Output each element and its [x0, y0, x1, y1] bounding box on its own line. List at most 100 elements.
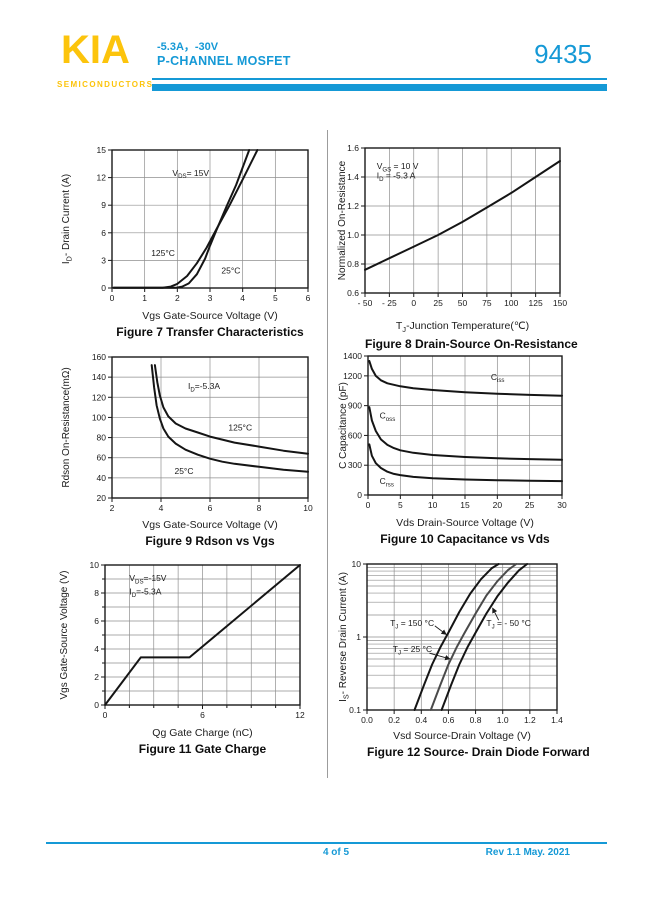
- svg-text:300: 300: [348, 460, 362, 470]
- svg-text:ID = -5.3 A: ID = -5.3 A: [377, 170, 416, 182]
- svg-text:VDS= 15V: VDS= 15V: [172, 168, 209, 180]
- figure-11-gate-charge: 0 6 12 0 2 4 6 8 10 VDS=-15V ID=-5.3A Vgs Gate-Sour…: [55, 558, 315, 756]
- svg-text:80: 80: [97, 433, 107, 443]
- svg-text:125: 125: [529, 298, 543, 308]
- svg-text:VGS = 10 V: VGS = 10 V: [377, 161, 419, 173]
- svg-text:Rdson On-Resistance(mΩ): Rdson On-Resistance(mΩ): [61, 367, 72, 487]
- kia-logo: KIA: [61, 28, 130, 72]
- svg-text:6: 6: [101, 228, 106, 238]
- svg-text:5: 5: [398, 500, 403, 510]
- svg-text:9: 9: [101, 200, 106, 210]
- svg-text:25°C: 25°C: [221, 266, 240, 276]
- svg-text:20: 20: [97, 493, 107, 503]
- svg-text:0: 0: [101, 283, 106, 293]
- svg-text:0.6: 0.6: [443, 715, 455, 725]
- svg-text:10: 10: [90, 560, 100, 570]
- svg-text:ID=-5.3A: ID=-5.3A: [188, 381, 220, 393]
- svg-text:1.2: 1.2: [347, 201, 359, 211]
- svg-text:30: 30: [557, 500, 567, 510]
- figure-12-diode-forward: 0.0 0.2 0.4 0.6 0.8 1.0 1.2 1.4 0.1 1 10 TJ = 150 °…: [335, 558, 590, 759]
- svg-text:25: 25: [525, 500, 535, 510]
- svg-text:1.2: 1.2: [524, 715, 536, 725]
- svg-text:2: 2: [110, 503, 115, 513]
- footer-rule: [46, 842, 607, 844]
- svg-text:1.4: 1.4: [551, 715, 563, 725]
- svg-text:40: 40: [97, 473, 107, 483]
- svg-text:1400: 1400: [343, 351, 362, 361]
- svg-text:1.6: 1.6: [347, 143, 359, 153]
- svg-text:1: 1: [356, 632, 361, 642]
- svg-text:15: 15: [460, 500, 470, 510]
- part-number: 9435: [534, 39, 592, 69]
- footer-page-number: 4 of 5: [322, 847, 350, 858]
- fig10-x-axis-label: Vds Drain-Source Voltage (V): [396, 517, 534, 529]
- svg-text:10: 10: [352, 559, 362, 569]
- svg-text:IS- Reverse Drain Current (A): IS- Reverse Drain Current (A): [338, 572, 350, 702]
- header-rule-thick: [152, 84, 607, 91]
- svg-text:15: 15: [97, 145, 107, 155]
- svg-text:0.1: 0.1: [349, 705, 361, 715]
- svg-text:Crss: Crss: [380, 476, 394, 488]
- svg-text:1.0: 1.0: [347, 230, 359, 240]
- svg-text:100: 100: [504, 298, 518, 308]
- svg-text:TJ = - 50 °C: TJ = - 50 °C: [486, 618, 531, 630]
- svg-text:6: 6: [208, 503, 213, 513]
- fig10-plot: 0 5 10 15 20 25 30030060090012001400CissCossCr…: [338, 351, 567, 510]
- svg-text:1200: 1200: [343, 371, 362, 381]
- fig11-x-axis-label: Qg Gate Charge (nC): [152, 727, 253, 739]
- svg-text:1: 1: [142, 293, 147, 303]
- svg-text:6: 6: [94, 616, 99, 626]
- svg-text:- 50: - 50: [358, 298, 373, 308]
- svg-text:6: 6: [306, 293, 311, 303]
- svg-text:10: 10: [428, 500, 438, 510]
- svg-text:Normalized On-Resistance: Normalized On-Resistance: [337, 160, 348, 280]
- fig11-caption: Figure 11 Gate Charge: [138, 742, 267, 756]
- svg-text:C Capacitance (pF): C Capacitance (pF): [338, 382, 349, 469]
- fig9-plot: 2 4 6 8 10 20 40 60 80 100 120 140 160 ID=-5.3A 125°C 2…: [61, 352, 313, 513]
- fig12-x-axis-label: Vsd Source-Drain Voltage (V): [393, 730, 531, 742]
- header-device-type: P-CHANNEL MOSFET: [157, 54, 291, 68]
- svg-text:2: 2: [175, 293, 180, 303]
- svg-text:120: 120: [92, 392, 106, 402]
- fig12-caption: Figure 12 Source- Drain Diode Forward: [367, 745, 590, 759]
- svg-text:25: 25: [433, 298, 443, 308]
- svg-text:0.2: 0.2: [388, 715, 400, 725]
- svg-text:0.8: 0.8: [347, 259, 359, 269]
- svg-text:8: 8: [257, 503, 262, 513]
- fig10-caption: Figure 10 Capacitance vs Vds: [380, 532, 550, 546]
- fig12-plot: 0.0 0.2 0.4 0.6 0.8 1.0 1.2 1.4 0.1 1 10 TJ = 150 °…: [338, 559, 563, 725]
- svg-text:60: 60: [97, 453, 107, 463]
- svg-text:0: 0: [366, 500, 371, 510]
- svg-text:25°C: 25°C: [174, 466, 193, 476]
- svg-text:900: 900: [348, 401, 362, 411]
- svg-text:160: 160: [92, 352, 106, 362]
- svg-text:4: 4: [159, 503, 164, 513]
- svg-text:0: 0: [357, 490, 362, 500]
- header-current-voltage: -5.3A，-30V: [157, 41, 219, 53]
- svg-text:TJ = 25 °C: TJ = 25 °C: [393, 644, 432, 656]
- svg-text:5: 5: [273, 293, 278, 303]
- svg-text:600: 600: [348, 430, 362, 440]
- fig9-caption: Figure 9 Rdson vs Vgs: [145, 534, 275, 548]
- svg-text:0.8: 0.8: [470, 715, 482, 725]
- svg-text:3: 3: [208, 293, 213, 303]
- svg-text:0: 0: [94, 700, 99, 710]
- svg-text:4: 4: [94, 644, 99, 654]
- svg-text:Coss: Coss: [380, 411, 396, 423]
- svg-text:12: 12: [295, 710, 305, 720]
- svg-text:125°C: 125°C: [228, 423, 252, 433]
- svg-text:75: 75: [482, 298, 492, 308]
- svg-text:0: 0: [103, 710, 108, 720]
- svg-text:0.0: 0.0: [361, 715, 373, 725]
- svg-text:12: 12: [97, 173, 107, 183]
- header-rule-thin: [152, 78, 607, 80]
- svg-text:VDS=-15V: VDS=-15V: [129, 573, 166, 585]
- fig8-plot: - 50 - 25 0 25 50 75 100 125 150 0.6 0.8 1.0 1.2 1.4 1…: [337, 143, 567, 308]
- fig7-x-axis-label: Vgs Gate-Source Voltage (V): [142, 310, 278, 322]
- svg-text:0.4: 0.4: [415, 715, 427, 725]
- figure-7-transfer-characteristics: 0 1 2 3 4 5 6 0 3 6 9 12 15 VDS= 15V 125°C 25°C ID- Drai…: [55, 128, 320, 339]
- svg-text:0.6: 0.6: [347, 288, 359, 298]
- svg-text:1.0: 1.0: [497, 715, 509, 725]
- svg-text:- 25: - 25: [382, 298, 397, 308]
